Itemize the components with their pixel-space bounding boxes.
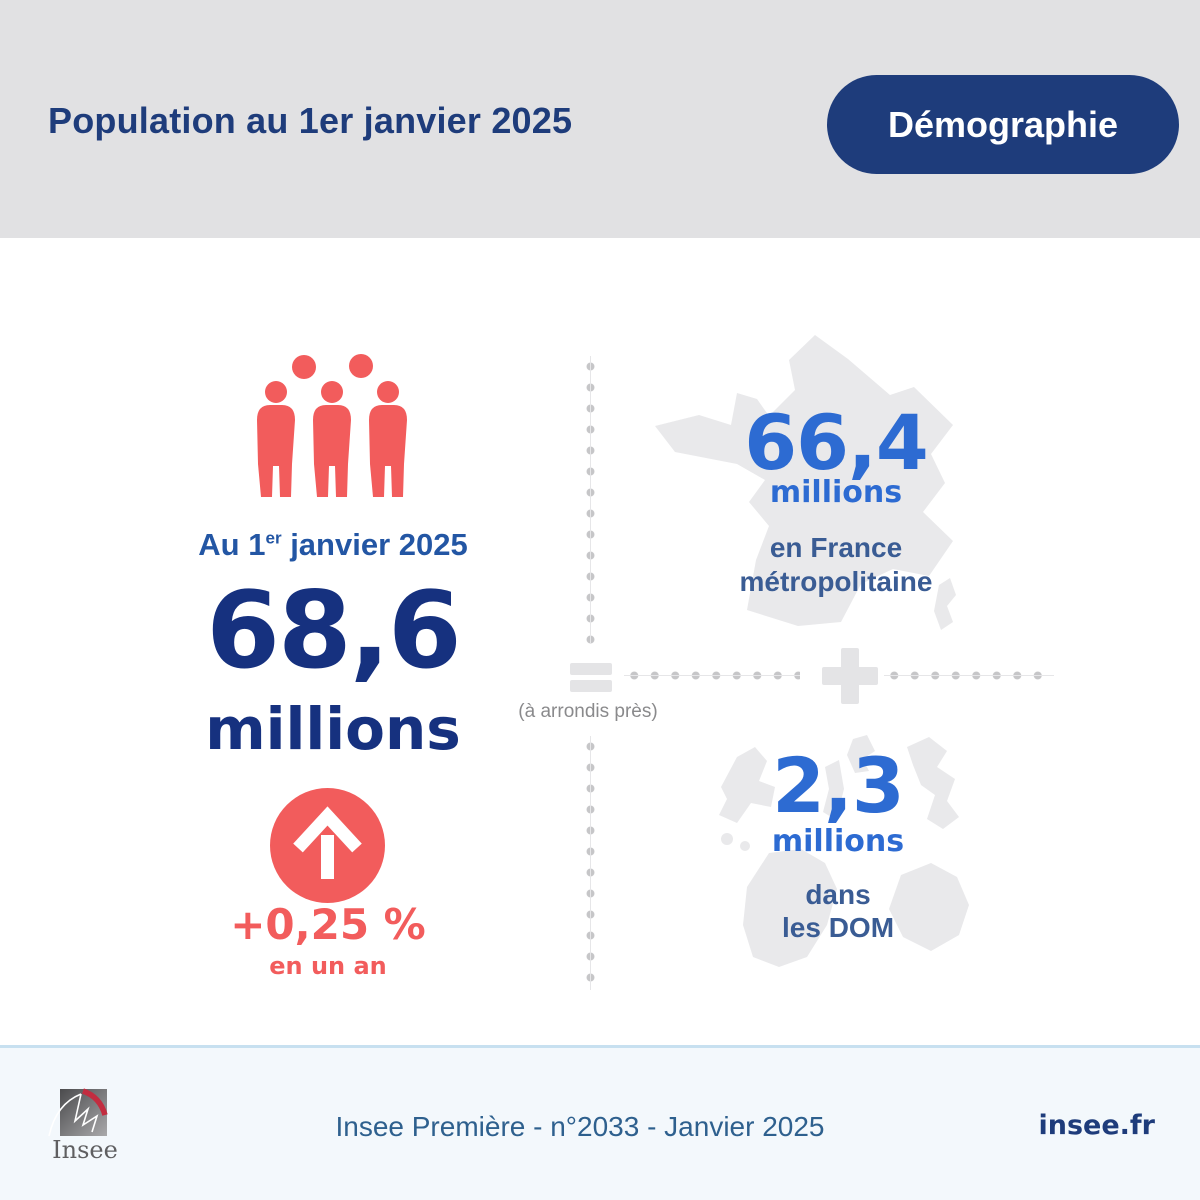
total-population-unit: millions [205, 695, 461, 763]
equals-sign-icon [570, 663, 612, 697]
plus-bar-vertical [841, 648, 859, 704]
vertical-dotted-line-bottom [586, 736, 595, 990]
growth-rate: +0,25 % [230, 900, 426, 949]
dom-unit: millions [771, 824, 905, 859]
metropole-label-line2: métropolitaine [739, 566, 933, 597]
growth-period: en un an [269, 952, 387, 980]
equals-bar-top [570, 663, 612, 675]
reference-date-sup: er [265, 528, 282, 548]
group-of-people-icon [252, 352, 414, 498]
plus-sign-icon [822, 648, 878, 704]
metropole-label-line1: en France [769, 532, 903, 563]
category-badge[interactable]: Démographie [827, 75, 1179, 174]
insee-fr-link[interactable]: insee.fr [1038, 1110, 1156, 1141]
publication-reference: Insee Première - n°2033 - Janvier 2025 [335, 1111, 825, 1142]
dom-territories-map [685, 727, 985, 972]
footer: Insee Insee Première - n°2033 - Janvier … [0, 1045, 1200, 1200]
total-population-value: 68,6 [206, 569, 462, 692]
header: Population au 1er janvier 2025 Démograph… [0, 0, 1200, 238]
metropole-value: 66,4 [744, 398, 929, 487]
reference-date-prefix: Au 1 [198, 527, 266, 562]
horizontal-dotted-line-left [624, 671, 800, 680]
metropole-unit: millions [769, 475, 903, 510]
insee-logo-text: Insee [52, 1136, 118, 1164]
metropole-label: en France métropolitaine [686, 531, 986, 599]
page-title: Population au 1er janvier 2025 [48, 100, 573, 141]
arrow-up-circle-icon [270, 788, 385, 903]
dom-label-line2: les DOM [781, 912, 895, 943]
reference-date: Au 1er janvier 2025 [153, 527, 513, 563]
reference-date-suffix: janvier 2025 [281, 527, 468, 562]
equals-bar-bottom [570, 680, 612, 692]
france-metropolitaine-map [652, 333, 962, 633]
insee-logo: Insee [40, 1088, 130, 1168]
dom-value: 2,3 [772, 741, 905, 830]
horizontal-dotted-line-right [884, 671, 1054, 680]
dom-label-line1: dans [805, 879, 871, 910]
rounding-note: (à arrondis près) [518, 701, 658, 722]
vertical-dotted-line-top [586, 356, 595, 644]
dom-label: dans les DOM [688, 878, 988, 944]
insee-logo-mark [48, 1088, 108, 1137]
